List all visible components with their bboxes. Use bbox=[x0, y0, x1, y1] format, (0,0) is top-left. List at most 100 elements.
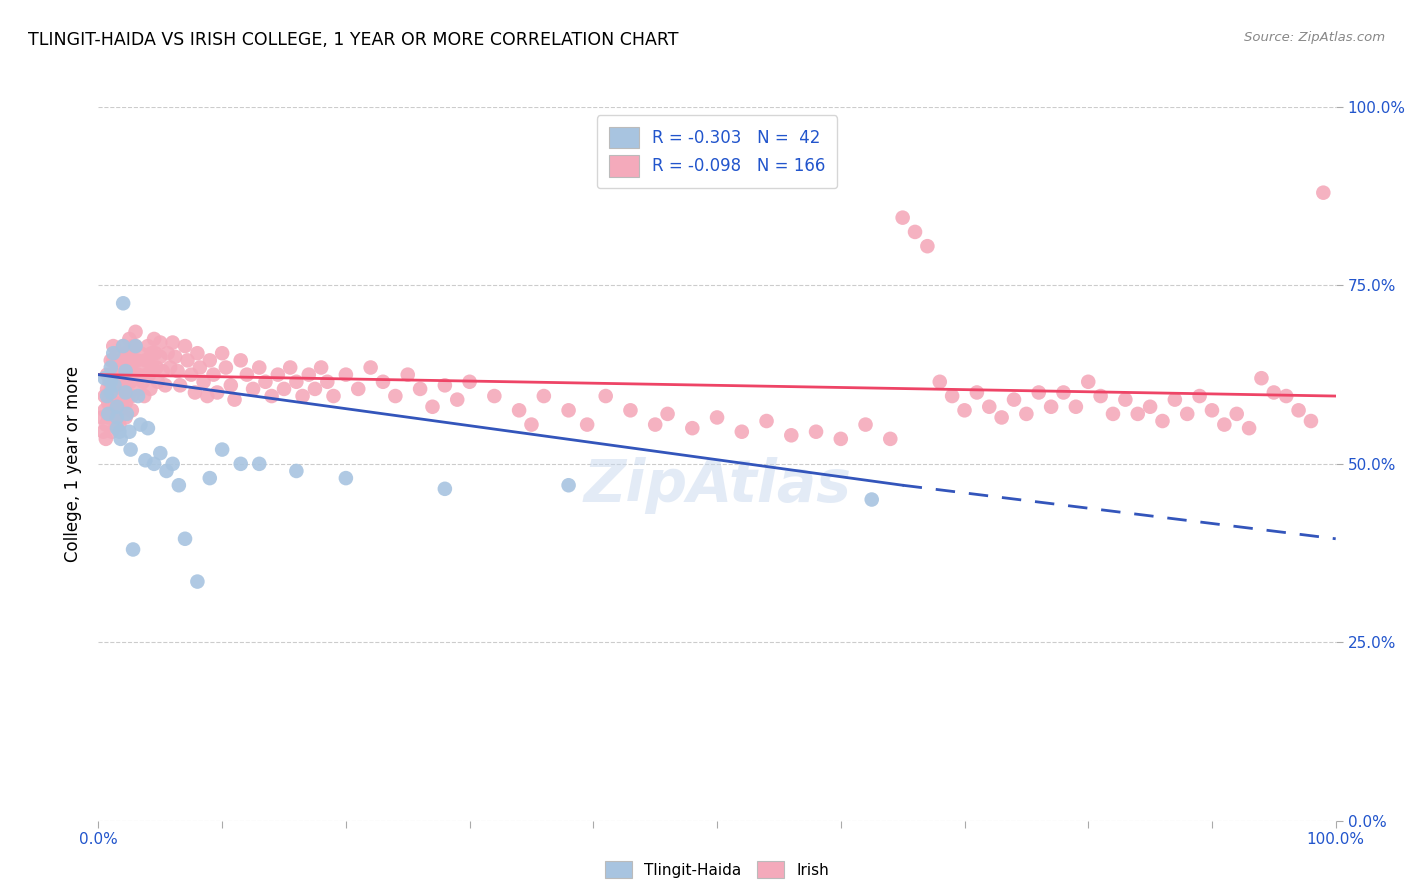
Point bbox=[928, 375, 950, 389]
Point bbox=[127, 389, 149, 403]
Point bbox=[167, 478, 190, 492]
Point bbox=[409, 382, 432, 396]
Point bbox=[118, 425, 141, 439]
Point bbox=[229, 457, 252, 471]
Point bbox=[247, 457, 270, 471]
Point bbox=[1312, 186, 1334, 200]
Point bbox=[335, 471, 357, 485]
Point bbox=[143, 457, 166, 471]
Point bbox=[619, 403, 641, 417]
Point bbox=[105, 346, 128, 360]
Point bbox=[114, 410, 136, 425]
Point bbox=[94, 432, 117, 446]
Point bbox=[91, 410, 114, 425]
Point bbox=[1090, 389, 1112, 403]
Point bbox=[122, 353, 145, 368]
Point bbox=[236, 368, 259, 382]
Point bbox=[458, 375, 481, 389]
Point bbox=[107, 389, 129, 403]
Point bbox=[101, 425, 124, 439]
Point bbox=[120, 360, 142, 375]
Point bbox=[1077, 375, 1099, 389]
Point bbox=[132, 375, 155, 389]
Point bbox=[149, 350, 172, 364]
Point bbox=[247, 360, 270, 375]
Point bbox=[855, 417, 877, 432]
Point bbox=[347, 382, 370, 396]
Point bbox=[166, 364, 188, 378]
Point bbox=[433, 378, 456, 392]
Point bbox=[134, 353, 156, 368]
Point bbox=[917, 239, 939, 253]
Point bbox=[508, 403, 530, 417]
Point bbox=[219, 378, 242, 392]
Point bbox=[121, 389, 143, 403]
Point bbox=[1188, 389, 1211, 403]
Point bbox=[120, 442, 142, 457]
Point bbox=[174, 532, 197, 546]
Point bbox=[100, 353, 122, 368]
Point bbox=[1002, 392, 1025, 407]
Point bbox=[115, 346, 138, 360]
Point bbox=[267, 368, 290, 382]
Point bbox=[1226, 407, 1249, 421]
Point bbox=[780, 428, 803, 442]
Point bbox=[118, 332, 141, 346]
Point bbox=[202, 368, 225, 382]
Point bbox=[174, 339, 197, 353]
Point bbox=[134, 453, 156, 467]
Point bbox=[188, 360, 211, 375]
Point bbox=[136, 339, 159, 353]
Point bbox=[1263, 385, 1285, 400]
Point bbox=[186, 346, 208, 360]
Point bbox=[1139, 400, 1161, 414]
Point bbox=[291, 389, 314, 403]
Point bbox=[706, 410, 728, 425]
Point bbox=[211, 442, 233, 457]
Point bbox=[93, 425, 115, 439]
Point bbox=[124, 339, 146, 353]
Point bbox=[112, 339, 135, 353]
Point bbox=[211, 346, 233, 360]
Point bbox=[105, 400, 128, 414]
Point bbox=[100, 360, 122, 375]
Point bbox=[98, 389, 121, 403]
Point bbox=[254, 375, 277, 389]
Point bbox=[104, 396, 127, 410]
Point bbox=[103, 353, 125, 368]
Point bbox=[117, 375, 139, 389]
Point bbox=[125, 353, 148, 368]
Point bbox=[195, 389, 218, 403]
Point bbox=[176, 353, 198, 368]
Point bbox=[97, 396, 120, 410]
Point bbox=[520, 417, 543, 432]
Point bbox=[124, 325, 146, 339]
Point bbox=[145, 360, 167, 375]
Point bbox=[162, 457, 184, 471]
Point bbox=[879, 432, 901, 446]
Point bbox=[1052, 385, 1074, 400]
Point bbox=[186, 574, 208, 589]
Point bbox=[134, 389, 156, 403]
Point bbox=[155, 464, 177, 478]
Point bbox=[755, 414, 778, 428]
Point bbox=[98, 375, 121, 389]
Point bbox=[184, 385, 207, 400]
Point bbox=[595, 389, 617, 403]
Point bbox=[198, 353, 221, 368]
Point bbox=[136, 353, 159, 368]
Point bbox=[114, 364, 136, 378]
Point bbox=[273, 382, 295, 396]
Point bbox=[135, 368, 157, 382]
Point bbox=[127, 368, 149, 382]
Point bbox=[1064, 400, 1087, 414]
Point bbox=[1114, 392, 1136, 407]
Point bbox=[105, 410, 128, 425]
Point bbox=[215, 360, 238, 375]
Point bbox=[129, 346, 152, 360]
Point bbox=[114, 396, 136, 410]
Point bbox=[1040, 400, 1063, 414]
Point bbox=[149, 335, 172, 350]
Point bbox=[122, 339, 145, 353]
Point bbox=[1152, 414, 1174, 428]
